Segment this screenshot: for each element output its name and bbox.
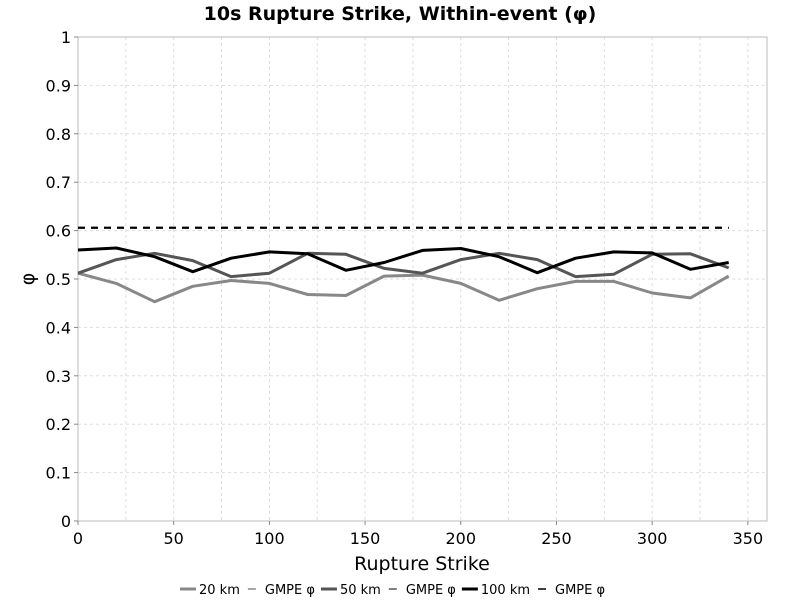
x-tick-label: 100 bbox=[254, 529, 285, 548]
legend-label: 100 km bbox=[481, 583, 530, 598]
legend-label: 20 km bbox=[199, 583, 240, 598]
legend-item-5: GMPE φ bbox=[538, 583, 605, 598]
y-tick-label: 0.8 bbox=[46, 125, 71, 144]
legend-item-4: 100 km bbox=[461, 583, 530, 598]
y-tick-label: 0.5 bbox=[46, 270, 71, 289]
series-line-4 bbox=[77, 246, 729, 275]
y-axis-ticks: 0 0.1 0.2 0.3 0.4 0.5 0.6 0.7 0.8 0.9 1 bbox=[46, 28, 78, 531]
legend-item-2: 50 km bbox=[320, 583, 381, 598]
x-axis-label: Rupture Strike bbox=[354, 553, 490, 575]
legend-item-3: GMPE φ bbox=[388, 583, 456, 598]
x-tick-label: 150 bbox=[350, 529, 381, 548]
y-tick-label: 0.6 bbox=[46, 222, 71, 241]
x-tick-label: 0 bbox=[73, 529, 83, 548]
y-tick-label: 0.7 bbox=[46, 173, 71, 192]
x-tick-label: 350 bbox=[733, 529, 764, 548]
legend-item-1: GMPE φ bbox=[247, 583, 315, 598]
y-tick-label: 1 bbox=[61, 28, 71, 47]
x-axis-ticks: 0 50 100 150 200 250 300 350 bbox=[73, 521, 763, 548]
series-line-2 bbox=[77, 251, 730, 279]
y-tick-label: 0 bbox=[61, 512, 71, 531]
y-tick-label: 0.3 bbox=[46, 367, 71, 386]
legend-label: GMPE φ bbox=[265, 583, 315, 598]
y-axis-label: φ bbox=[17, 273, 39, 286]
y-tick-label: 0.9 bbox=[46, 76, 71, 95]
x-tick-label: 200 bbox=[446, 529, 477, 548]
y-tick-label: 0.2 bbox=[46, 415, 71, 434]
x-tick-label: 50 bbox=[164, 529, 184, 548]
y-tick-label: 0.4 bbox=[46, 318, 71, 337]
grid bbox=[77, 36, 767, 522]
y-tick-label: 0.1 bbox=[46, 464, 71, 483]
legend-label: GMPE φ bbox=[406, 583, 456, 598]
series-line-0 bbox=[77, 271, 730, 304]
x-tick-label: 300 bbox=[637, 529, 668, 548]
legend: 20 km GMPE φ 50 km GMPE φ 100 km GMPE φ bbox=[180, 583, 605, 598]
legend-label: 50 km bbox=[340, 583, 381, 598]
chart-title: 10s Rupture Strike, Within-event (φ) bbox=[204, 3, 597, 25]
x-tick-label: 250 bbox=[541, 529, 572, 548]
legend-label: GMPE φ bbox=[555, 583, 605, 598]
series-group bbox=[77, 226, 730, 304]
legend-item-0: 20 km bbox=[180, 583, 240, 598]
